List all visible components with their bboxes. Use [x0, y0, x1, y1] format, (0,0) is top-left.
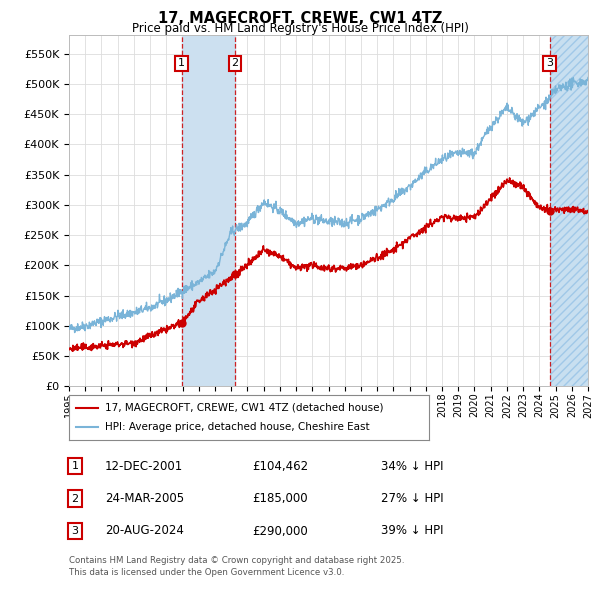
- Text: 12-DEC-2001: 12-DEC-2001: [105, 460, 183, 473]
- Text: This data is licensed under the Open Government Licence v3.0.: This data is licensed under the Open Gov…: [69, 568, 344, 577]
- Text: Price paid vs. HM Land Registry's House Price Index (HPI): Price paid vs. HM Land Registry's House …: [131, 22, 469, 35]
- Text: £104,462: £104,462: [252, 460, 308, 473]
- Text: Contains HM Land Registry data © Crown copyright and database right 2025.: Contains HM Land Registry data © Crown c…: [69, 556, 404, 565]
- Text: 27% ↓ HPI: 27% ↓ HPI: [381, 492, 443, 505]
- Text: 34% ↓ HPI: 34% ↓ HPI: [381, 460, 443, 473]
- Text: 17, MAGECROFT, CREWE, CW1 4TZ: 17, MAGECROFT, CREWE, CW1 4TZ: [158, 11, 442, 25]
- Text: 20-AUG-2024: 20-AUG-2024: [105, 525, 184, 537]
- Bar: [182, 35, 235, 386]
- Text: 3: 3: [71, 526, 79, 536]
- Text: 24-MAR-2005: 24-MAR-2005: [105, 492, 184, 505]
- Text: 17, MAGECROFT, CREWE, CW1 4TZ (detached house): 17, MAGECROFT, CREWE, CW1 4TZ (detached …: [105, 403, 383, 412]
- Text: 2: 2: [232, 58, 238, 68]
- Text: 39% ↓ HPI: 39% ↓ HPI: [381, 525, 443, 537]
- Text: HPI: Average price, detached house, Cheshire East: HPI: Average price, detached house, Ches…: [105, 422, 370, 432]
- Bar: [550, 35, 588, 386]
- Text: £185,000: £185,000: [252, 492, 308, 505]
- Text: 1: 1: [71, 461, 79, 471]
- Text: 2: 2: [71, 494, 79, 503]
- Text: £290,000: £290,000: [252, 525, 308, 537]
- Text: 3: 3: [546, 58, 553, 68]
- Text: 1: 1: [178, 58, 185, 68]
